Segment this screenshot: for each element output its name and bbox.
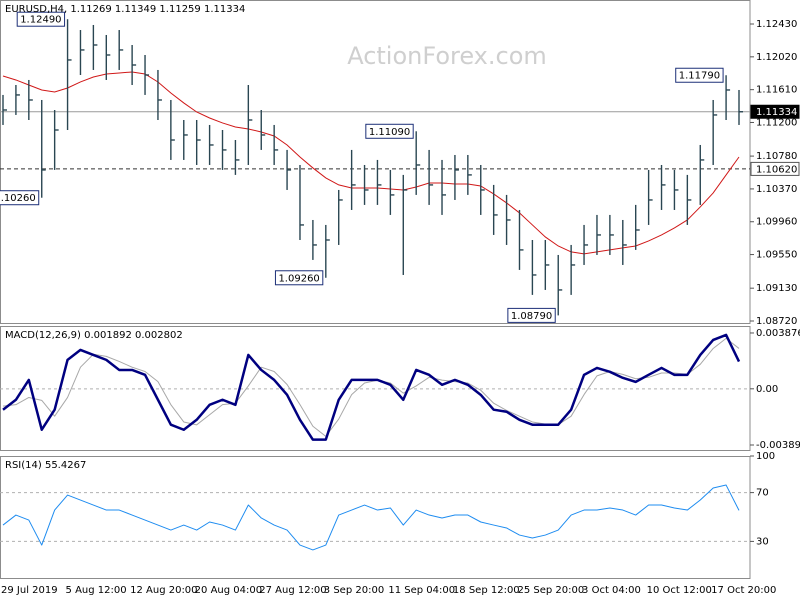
annotation-box (16, 11, 66, 27)
y-tick-label: 1.11610 (756, 85, 797, 96)
x-tick-label: 10 Oct 12:00 (647, 585, 712, 596)
x-tick-label: 3 Oct 04:00 (582, 585, 641, 596)
indicator-line (2, 337, 740, 437)
annotation-label: 1.12490 (20, 15, 61, 26)
x-tick-label: 3 Sep 20:00 (324, 585, 384, 596)
y-tick-label: 30 (756, 536, 769, 547)
panel-frame (0, 0, 751, 324)
annotation-box (274, 270, 324, 286)
y-tick-label: 0.003876 (756, 328, 800, 339)
y-tick-label: 1.11200 (756, 117, 797, 128)
y-tick-label: 1.09550 (756, 250, 797, 261)
x-tick-label: 27 Aug 12:00 (259, 585, 326, 596)
y-tick-label: 1.09130 (756, 283, 797, 294)
annotation-label: 1.09260 (278, 273, 319, 284)
annotation-box (675, 67, 724, 83)
watermark: ActionForex.com (347, 42, 547, 70)
x-tick-label: 12 Aug 20:00 (130, 585, 197, 596)
x-tick-label: 25 Sep 20:00 (517, 585, 584, 596)
annotation-box (365, 123, 414, 139)
x-tick-label: 29 Jul 2019 (1, 585, 58, 596)
x-tick-label: 17 Oct 20:00 (711, 585, 776, 596)
panel-frame (0, 456, 751, 579)
indicator-line (2, 484, 740, 551)
y-tick-label: 1.09960 (756, 217, 797, 228)
annotation-label: 1.10260 (0, 193, 36, 204)
moving-average (2, 71, 740, 255)
indicator-line (2, 333, 741, 441)
x-tick-label: 11 Sep 04:00 (388, 585, 455, 596)
y-tick-label: -0.003899 (756, 440, 800, 451)
y-tick-label: 1.12020 (756, 52, 797, 63)
panel-title: MACD(12,26,9) 0.001892 0.002802 (5, 330, 183, 341)
annotation-label: 1.11790 (679, 71, 720, 82)
y-tick-label: 1.12430 (756, 19, 797, 30)
price-box-label: 1.11334 (756, 107, 797, 118)
y-tick-label: 1.08720 (756, 316, 797, 327)
y-tick-label: 1.10780 (756, 151, 797, 162)
y-tick-label: 70 (756, 488, 769, 499)
annotation-box (0, 190, 40, 206)
y-tick-label: 100 (756, 451, 775, 462)
panel-title: RSI(14) 55.4267 (5, 460, 86, 471)
annotation-box (507, 307, 556, 323)
annotation-label: 1.08790 (511, 311, 552, 322)
annotation-label: 1.11090 (369, 127, 410, 138)
price-box-label: 1.10620 (756, 164, 797, 175)
price-box (750, 161, 800, 176)
x-tick-label: 5 Aug 12:00 (66, 585, 127, 596)
x-tick-label: 18 Sep 12:00 (453, 585, 520, 596)
panel-title: EURUSD,H4, 1.11269 1.11349 1.11259 1.113… (5, 4, 245, 15)
x-tick-label: 20 Aug 04:00 (195, 585, 262, 596)
y-tick-label: 1.10370 (756, 184, 797, 195)
price-box (750, 104, 800, 119)
y-tick-label: 0.00 (756, 384, 778, 395)
